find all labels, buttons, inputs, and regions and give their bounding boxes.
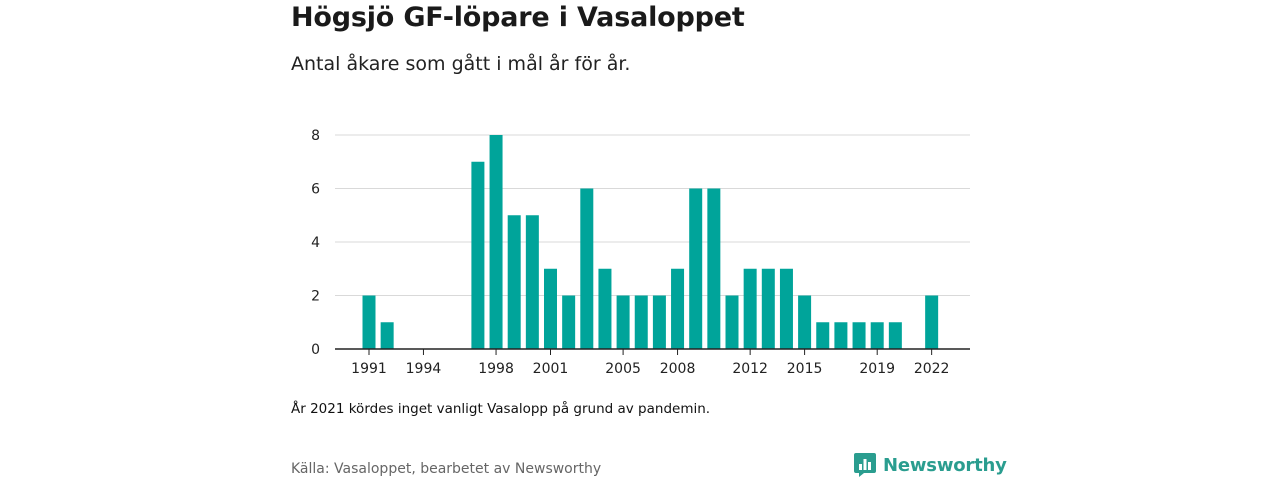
x-tick-label: 2022 [914,361,950,377]
bar-1992 [380,322,394,349]
bar-2004 [598,268,612,349]
x-tick-label: 2005 [605,361,641,377]
bar-2001 [544,268,557,349]
bar-2007 [652,295,666,349]
x-tick-label: 2001 [533,361,569,377]
bar-2018 [852,322,866,349]
bar-2003 [580,188,594,349]
bar-2012 [743,268,757,349]
x-tick-label: 2012 [732,361,768,377]
axes: 0 2 4 6 8 1991 1994 1998 2001 2005 2008 2012 2015 201… [311,128,970,377]
bar-2002 [562,295,576,349]
y-tick-label: 0 [311,342,320,358]
bar-1997 [471,161,485,349]
bar-1998 [489,135,503,349]
y-tick-label: 8 [311,128,320,144]
bar-1991 [362,295,376,349]
bar-2014 [779,268,793,349]
bar-2013 [761,268,775,349]
source-text: Källa: Vasaloppet, bearbetet av Newswort… [291,461,602,477]
x-tick-label: 1991 [351,361,387,377]
x-tick-label: 2008 [660,361,696,377]
bars [362,135,939,349]
x-tick-label: 2019 [859,361,895,377]
newsworthy-chart-icon [854,453,876,477]
bar-2022 [925,295,939,349]
bar-2016 [816,322,830,349]
y-tick-label: 4 [311,235,320,251]
x-tick-label: 1998 [478,361,514,377]
bar-2010 [707,188,721,349]
x-tick-label: 1994 [406,361,442,377]
bar-2015 [798,295,812,349]
bar-2020 [888,322,902,349]
bar-2019 [870,322,884,349]
chart-note: År 2021 kördes inget vanligt Vasalopp på… [291,401,711,417]
bar-2011 [725,295,739,349]
x-tick-label: 2015 [787,361,823,377]
bar-2006 [634,295,648,349]
chart-subtitle: Antal åkare som gått i mål år för år. [291,53,631,75]
bar-2000 [525,215,539,349]
y-tick-label: 6 [311,182,320,198]
bar-1999 [507,215,521,349]
brand-name: Newsworthy [883,454,1007,476]
y-tick-label: 2 [311,289,320,305]
bar-2009 [689,188,703,349]
bar-2005 [616,295,630,349]
chart-title: Högsjö GF-löpare i Vasaloppet [291,2,745,33]
brand-logo: Newsworthy [853,451,1007,479]
bar-2017 [834,322,848,349]
bar-2008 [671,268,685,349]
gridlines [335,134,970,296]
